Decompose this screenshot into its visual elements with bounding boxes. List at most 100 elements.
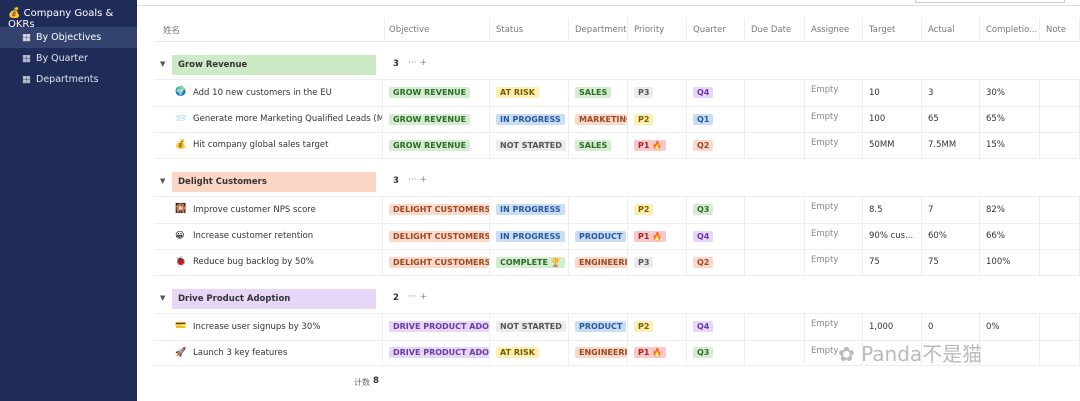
cell: P1 🔥 — [628, 133, 687, 158]
cell: Q2 — [687, 250, 745, 275]
cell: DELIGHT CUSTOMERS — [383, 223, 490, 249]
status-tag: AT RISK — [496, 347, 539, 359]
cell — [1040, 250, 1080, 275]
cell — [745, 340, 805, 365]
completion: 66% — [986, 231, 1005, 242]
cell: P3 — [628, 250, 687, 275]
workspace-title[interactable]: 💰 Company Goals & OKRs — [8, 8, 114, 30]
record-row[interactable]: 🐞 Reduce bug backlog by 50% DELIGHT CUSTOM… — [155, 249, 1080, 276]
completion: 0% — [986, 321, 1000, 332]
cell: 65% — [980, 106, 1040, 132]
completion: 15% — [986, 140, 1005, 151]
footer-label: 计数 — [354, 378, 370, 387]
cell: 7 — [922, 197, 980, 223]
target: 50MM — [869, 140, 895, 151]
record-row[interactable]: 😀 Increase customer retention DELIGHT CUST… — [155, 222, 1080, 249]
department-tag: PRODUCT — [575, 230, 627, 242]
nav-item[interactable]: ▦ By Quarter — [0, 48, 137, 69]
cell: PRODUCT — [569, 314, 628, 340]
cell: Empty — [805, 314, 863, 340]
group-label: Grow Revenue — [172, 55, 376, 75]
column-header[interactable]: Note — [1040, 18, 1080, 42]
search-box[interactable] — [915, 0, 1065, 3]
cell — [1040, 106, 1080, 132]
record-row[interactable]: 🌍 Add 10 new customers in the EU GROW REVE… — [155, 79, 1080, 106]
group-actions[interactable]: ··· + — [408, 175, 427, 185]
cell: Empty — [805, 250, 863, 275]
column-header[interactable]: Quarter — [687, 18, 745, 42]
cell: SALES — [569, 133, 628, 158]
target: 100 — [869, 114, 886, 125]
cell: Q4 — [687, 223, 745, 249]
nav-item[interactable]: ▦ By Objectives — [0, 27, 137, 48]
cell: 0% — [980, 314, 1040, 340]
footer-value: 8 — [373, 376, 379, 386]
cell: 3 — [922, 80, 980, 106]
assignee: Empty — [811, 111, 839, 122]
objective-tag: DELIGHT CUSTOMERS — [389, 204, 489, 216]
record-row[interactable]: 🎇 Improve customer NPS score DELIGHT CUSTO… — [155, 196, 1080, 223]
quarter-tag: Q4 — [693, 230, 714, 242]
actual: 7.5MM — [928, 140, 957, 151]
cell — [1040, 80, 1080, 106]
cell: MARKETING — [569, 106, 628, 132]
cell: AT RISK — [490, 340, 569, 365]
cell: P2 — [628, 197, 687, 223]
column-header[interactable]: 姓名 — [157, 18, 385, 42]
record-row[interactable]: 📨 Generate more Marketing Qualified Leads… — [155, 105, 1080, 132]
cell-name: Add 10 new customers in the EU — [187, 80, 383, 106]
nav-item[interactable]: ▦ Departments — [0, 69, 137, 90]
cell: Empty — [805, 197, 863, 223]
group-actions[interactable]: ··· + — [408, 58, 427, 68]
cell: Empty — [805, 106, 863, 132]
cell — [745, 197, 805, 223]
record-row[interactable]: 🚀Launch 3 key features DRIVE PRODUCT ADOP… — [155, 339, 1080, 366]
collapse-arrow[interactable]: ▼ — [160, 60, 166, 68]
objective-tag: DRIVE PRODUCT ADOPTION — [389, 347, 489, 359]
column-header[interactable]: Priority — [628, 18, 687, 42]
status-tag: COMPLETE 🏆 — [496, 256, 565, 268]
cell: Q3 — [687, 340, 745, 365]
column-header[interactable]: Due Date — [745, 18, 805, 42]
cell — [1040, 223, 1080, 249]
cell: 50MM — [863, 133, 922, 158]
column-header[interactable]: Completio... — [980, 18, 1040, 42]
column-header[interactable]: Department — [569, 18, 628, 42]
cell: 66% — [980, 223, 1040, 249]
row-icon: 💰 — [175, 140, 187, 150]
group-count: 2 — [393, 293, 399, 303]
record-row[interactable]: 💳 Increase user signups by 30% DRIVE PRODU… — [155, 313, 1080, 340]
department-tag: SALES — [575, 87, 612, 99]
row-icon: 🎇 — [175, 204, 187, 214]
column-header[interactable]: Target — [863, 18, 922, 42]
column-header[interactable]: Objective — [383, 18, 490, 42]
actual: 65 — [928, 114, 939, 125]
cell: Q1 — [687, 106, 745, 132]
sidebar: 💰 Company Goals & OKRs ▦ By Objectives ▦ By… — [0, 0, 137, 401]
department-tag: ENGINEERING — [575, 256, 627, 268]
watermark: ✿ Panda不是猫 — [838, 342, 983, 366]
column-header[interactable]: Actual — [922, 18, 980, 42]
collapse-arrow[interactable]: ▼ — [160, 294, 166, 302]
assignee: Empty — [811, 138, 839, 148]
column-header[interactable]: Status — [490, 18, 569, 42]
objective-tag: DELIGHT CUSTOMERS — [389, 256, 489, 268]
watermark-text: Panda不是猫 — [861, 342, 983, 366]
cell: SALES — [569, 80, 628, 106]
cell: IN PROGRESS — [490, 223, 569, 249]
cell: 10 — [863, 80, 922, 106]
column-header[interactable]: Assignee — [805, 18, 863, 42]
collapse-arrow[interactable]: ▼ — [160, 177, 166, 185]
nav-icon: ▦ — [22, 53, 31, 64]
cell: P2 — [628, 314, 687, 340]
cell: 100 — [863, 106, 922, 132]
assignee: Empty — [811, 255, 839, 265]
group-count: 3 — [393, 176, 399, 186]
cell-name: Generate more Marketing Qualified Leads … — [187, 106, 383, 132]
group-actions[interactable]: ··· + — [408, 292, 427, 302]
row-icon: 📨 — [175, 113, 187, 124]
cell: 1,000 — [863, 314, 922, 340]
department-tag: MARKETING — [575, 113, 627, 125]
record-row[interactable]: 💰 Hit company global sales target GROW REV… — [155, 132, 1080, 159]
cell: NOT STARTED — [490, 314, 569, 340]
